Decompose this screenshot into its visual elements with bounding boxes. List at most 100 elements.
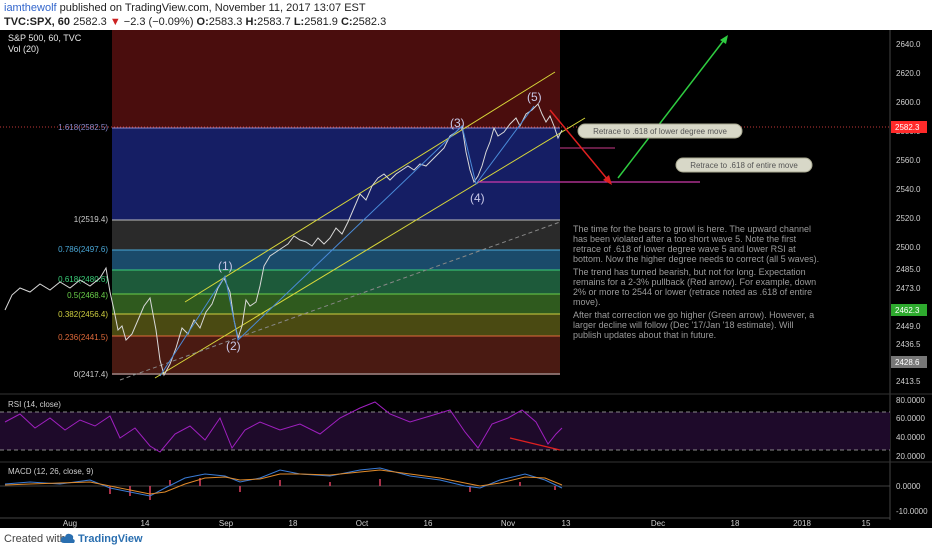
callout-box-2[interactable] [675,157,813,173]
publish-info: published on TradingView.com, November 1… [59,2,366,14]
note-line: 2% or more to 2544 or lower (retrace not… [573,287,812,297]
green-price-label: 2462.3 [895,306,920,315]
price-tick: 2413.5 [896,377,921,386]
tradingview-brand[interactable]: TradingView [78,533,143,545]
fib-label-0: 0(2417.4) [74,370,109,379]
time-tick: 2018 [793,519,811,528]
note-line: The trend has turned bearish, but not fo… [573,267,806,277]
fib-band-0236 [112,336,560,374]
wave-label-2: (2) [226,339,241,353]
current-price-marker [891,121,927,133]
rsi-divergence-line [509,437,561,451]
callout-box-1[interactable] [577,123,743,139]
last-price: 2582.3 [73,16,107,28]
price-tick: 2600.0 [896,98,921,107]
price-tick: 2520.0 [896,214,921,223]
note-line: publish updates about that in future. [573,330,716,340]
time-tick: 13 [562,519,571,528]
fib-band-0618 [112,270,560,294]
wave-label-5: (5) [527,90,542,104]
fib-label-0786: 0.786(2497.6) [58,245,108,254]
time-tick: Sep [219,519,234,528]
price-tick: 2449.0 [896,322,921,331]
volume-legend[interactable]: Vol (20) [8,44,39,54]
time-tick: 15 [862,519,871,528]
time-tick: 14 [141,519,150,528]
close-value: 2582.3 [352,16,387,28]
rsi-tick: 80.0000 [896,396,925,405]
rsi-band [0,412,890,450]
callout-text-2: Retrace to .618 of entire move [690,161,798,170]
price-tick: 2436.5 [896,340,921,349]
fib-band-05 [112,294,560,314]
time-tick: Nov [501,519,515,528]
macd-tick: 0.0000 [896,482,921,491]
chart-area[interactable]: 1.618(2582.5) 1(2519.4) 0.786(2497.6) 0.… [0,30,932,528]
fib-label-1618: 1.618(2582.5) [58,123,108,132]
note-line: move). [573,297,601,307]
channel-upper [184,71,556,303]
time-tick: Oct [356,519,369,528]
price-tick: 2620.0 [896,69,921,78]
time-tick: Dec [651,519,665,528]
price-tick: 2560.0 [896,156,921,165]
high-value: 2583.7 [257,16,291,28]
rsi-tick: 40.0000 [896,433,925,442]
price-series [4,103,563,377]
fib-band-0382 [112,314,560,336]
macd-signal-line [4,469,563,495]
gray-price-marker [891,356,927,368]
price-tick: 2540.0 [896,185,921,194]
rsi-label[interactable]: RSI (14, close) [8,400,61,409]
wave-label-1: (1) [218,259,233,273]
price-tick: 2640.0 [896,40,921,49]
wave-connector [159,105,535,377]
rsi-line [4,401,563,453]
series-legend[interactable]: S&P 500, 60, TVC [8,33,82,43]
price-tick: 2485.0 [896,265,921,274]
note-line: remains for a 2-3% pullback (Red arrow).… [573,277,816,287]
callout-text-1: Retrace to .618 of lower degree move [593,127,727,136]
time-tick: 16 [424,519,433,528]
green-price-marker [891,304,927,316]
fib-label-0382: 0.382(2456.4) [58,310,108,319]
cloud-logo-icon [60,533,75,543]
fib-band-1 [112,220,560,250]
time-tick: Aug [63,519,77,528]
red-arrow [549,109,609,181]
time-tick: 18 [731,519,740,528]
macd-tick: -10.0000 [896,507,928,516]
symbol-label[interactable]: TVC:SPX, 60 [4,16,71,28]
created-with-label: Created with [4,533,66,545]
time-tick: 18 [289,519,298,528]
fib-label-05: 0.5(2468.4) [67,291,108,300]
footer-bar: Created with TradingView [0,528,932,550]
green-arrow [617,39,725,179]
note-line: The time for the bears to growl is here.… [573,224,811,234]
note-line: retrace of .618 of lower degree wave 5 a… [573,244,796,254]
macd-line [4,467,563,497]
red-arrow-head [603,175,612,185]
price-tick: 2500.0 [896,243,921,252]
fib-label-1: 1(2519.4) [74,215,109,224]
channel-lower [154,117,586,379]
note-line: After that correction we go higher (Gree… [573,310,814,320]
channel-mid-dashed [119,221,561,381]
wave-label-4: (4) [470,191,485,205]
note-line: larger decline will follow (Dec '17/Jan … [573,320,794,330]
current-price-label: 2582.3 [895,123,920,132]
fib-band-0786 [112,250,560,270]
wave-label-3: (3) [450,116,465,130]
price-change: −2.3 (−0.09%) [123,16,194,28]
gray-price-label: 2428.6 [895,358,920,367]
open-value: 2583.3 [208,16,243,28]
macd-label[interactable]: MACD (12, 26, close, 9) [8,467,94,476]
note-line: has been violated after a too short wave… [573,234,797,244]
fib-lines [112,127,560,375]
low-value: 2581.9 [304,16,338,28]
rsi-tick: 60.0000 [896,414,925,423]
fib-label-0618: 0.618(2480.6) [58,275,108,284]
rsi-tick: 20.0000 [896,452,925,461]
author-link[interactable]: iamthewolf [4,2,57,14]
